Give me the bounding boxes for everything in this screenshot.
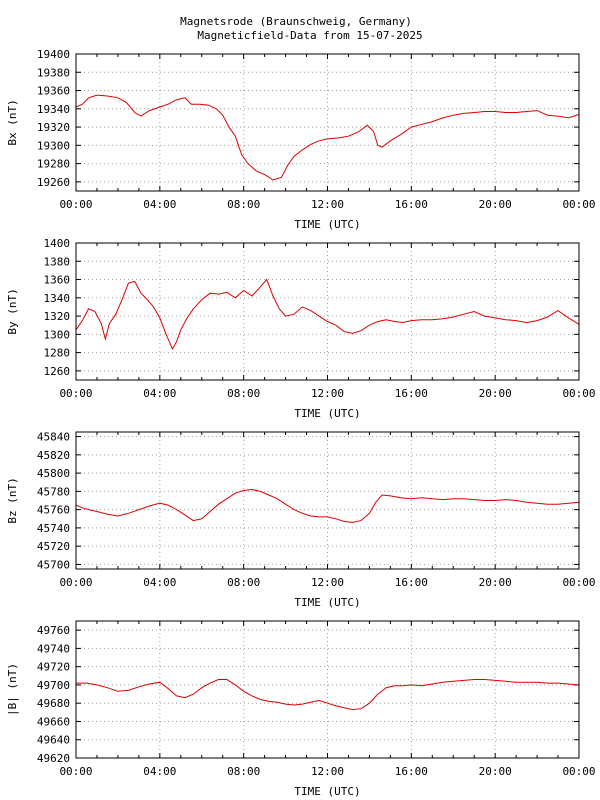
y-tick-label: 49660: [37, 715, 70, 728]
x-axis-label: TIME (UTC): [294, 407, 360, 420]
series-line: [76, 94, 579, 181]
x-tick-label: 00:00: [562, 576, 595, 589]
x-tick-label: 00:00: [562, 765, 595, 778]
y-tick-label: 49620: [37, 752, 70, 765]
x-tick-label: 12:00: [311, 576, 344, 589]
x-tick-label: 04:00: [143, 387, 176, 400]
y-tick-label: 45800: [37, 467, 70, 480]
x-tick-label: 16:00: [395, 576, 428, 589]
y-tick-label: 49680: [37, 697, 70, 710]
x-tick-label: 20:00: [479, 198, 512, 211]
x-tick-label: 00:00: [562, 198, 595, 211]
panel-2: 1260 1280 1300 1320 1340 1360 1380 1400 00:00 04:…: [6, 237, 596, 420]
y-tick-label: 45720: [37, 540, 70, 553]
x-tick-label: 12:00: [311, 198, 344, 211]
plot-frame: [75, 53, 580, 192]
x-tick-label: 08:00: [227, 576, 260, 589]
x-tick-label: 12:00: [311, 387, 344, 400]
chart-title: Magnetsrode (Braunschweig, Germany): [180, 15, 412, 28]
y-tick-label: 45700: [37, 558, 70, 571]
x-tick-label: 08:00: [227, 765, 260, 778]
x-tick-label: 20:00: [479, 765, 512, 778]
x-tick-label: 12:00: [311, 765, 344, 778]
y-tick-label: 49640: [37, 734, 70, 747]
chart-panels: 19260 19280 19300 19320 19340 19360 19380 19400…: [6, 48, 596, 798]
y-tick-label: 45760: [37, 504, 70, 517]
x-tick-label: 00:00: [59, 576, 92, 589]
y-tick-label: 45840: [37, 431, 70, 444]
x-tick-label: 16:00: [395, 387, 428, 400]
x-tick-label: 00:00: [59, 198, 92, 211]
x-tick-label: 04:00: [143, 198, 176, 211]
y-tick-label: 19280: [37, 158, 70, 171]
x-tick-label: 20:00: [479, 387, 512, 400]
x-tick-label: 00:00: [562, 387, 595, 400]
x-tick-label: 20:00: [479, 576, 512, 589]
plot-frame: [75, 620, 580, 759]
x-axis-label: TIME (UTC): [294, 596, 360, 609]
x-tick-label: 16:00: [395, 198, 428, 211]
x-tick-label: 00:00: [59, 765, 92, 778]
y-tick-label: 1360: [44, 274, 71, 287]
y-axis-label: Bx (nT): [6, 99, 19, 145]
y-tick-label: 49740: [37, 642, 70, 655]
series-line: [76, 488, 579, 523]
y-tick-label: 1380: [44, 255, 71, 268]
x-tick-label: 00:00: [59, 387, 92, 400]
x-tick-label: 08:00: [227, 387, 260, 400]
x-axis-label: TIME (UTC): [294, 218, 360, 231]
y-tick-label: 19400: [37, 48, 70, 61]
panel-4: 49620 49640 49660 49680 49700 49720 49740 49760…: [6, 620, 596, 798]
y-axis-label: By (nT): [6, 288, 19, 334]
plot-frame: [75, 431, 580, 570]
y-tick-label: 1280: [44, 347, 71, 360]
y-tick-label: 45820: [37, 449, 70, 462]
x-tick-label: 16:00: [395, 765, 428, 778]
y-tick-label: 1340: [44, 292, 71, 305]
y-axis-label: |B| (nT): [6, 663, 19, 716]
panel-1: 19260 19280 19300 19320 19340 19360 19380 19400…: [6, 48, 596, 231]
plot-frame: [75, 242, 580, 381]
y-tick-label: 1400: [44, 237, 71, 250]
series-line: [76, 278, 579, 351]
y-tick-label: 19360: [37, 85, 70, 98]
y-tick-label: 19380: [37, 66, 70, 79]
y-tick-label: 49760: [37, 624, 70, 637]
y-tick-label: 19320: [37, 121, 70, 134]
x-tick-label: 04:00: [143, 576, 176, 589]
y-tick-label: 1320: [44, 310, 71, 323]
x-axis-label: TIME (UTC): [294, 785, 360, 798]
y-tick-label: 49720: [37, 661, 70, 674]
y-tick-label: 45780: [37, 485, 70, 498]
chart-subtitle: Magneticfield-Data from 15-07-2025: [197, 29, 422, 42]
x-tick-label: 04:00: [143, 765, 176, 778]
y-tick-label: 19300: [37, 139, 70, 152]
y-axis-label: Bz (nT): [6, 477, 19, 523]
series-line: [76, 679, 579, 711]
y-tick-label: 45740: [37, 522, 70, 535]
y-tick-label: 19260: [37, 176, 70, 189]
y-tick-label: 49700: [37, 679, 70, 692]
x-tick-label: 08:00: [227, 198, 260, 211]
y-tick-label: 1260: [44, 365, 71, 378]
y-tick-label: 1300: [44, 328, 71, 341]
y-tick-label: 19340: [37, 103, 70, 116]
panel-3: 45700 45720 45740 45760 45780 45800 45820 45840…: [6, 431, 596, 609]
